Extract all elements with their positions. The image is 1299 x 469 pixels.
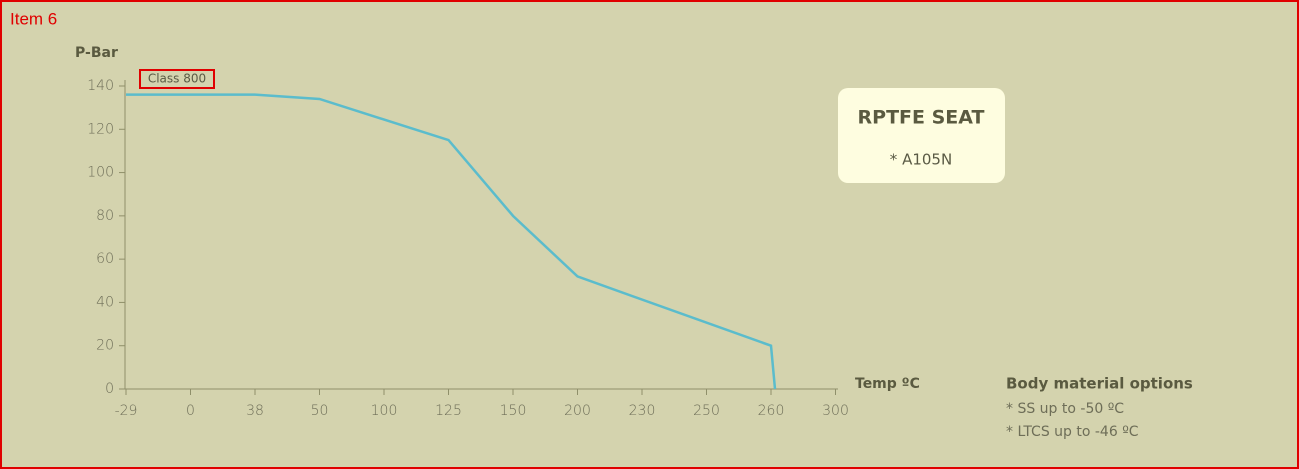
y-tick-label: 140 — [87, 78, 114, 94]
x-tick-label: 125 — [435, 403, 462, 419]
x-tick-label: 150 — [500, 403, 527, 419]
x-tick-label: 300 — [822, 403, 849, 419]
annotation: Class 800 — [148, 72, 206, 86]
x-tick-label: 38 — [246, 403, 264, 419]
x-tick-label: 230 — [629, 403, 656, 419]
box-title: RPTFE SEAT — [858, 107, 985, 129]
item-label: Item 6 — [10, 9, 57, 28]
notes-title: Body material options — [1006, 375, 1193, 393]
x-tick-label: -29 — [115, 403, 138, 419]
y-tick-label: 120 — [87, 121, 114, 137]
annotation-box — [139, 69, 215, 89]
x-tick-label: 50 — [311, 403, 329, 419]
note: * SS up to -50 ºC — [1006, 401, 1124, 417]
x-tick-label: 0 — [186, 403, 195, 419]
line — [126, 93, 777, 390]
y-tick-label: 0 — [105, 381, 114, 397]
y-tick-label: 100 — [87, 165, 114, 181]
x-tick-label: 200 — [564, 403, 591, 419]
y-tick-label: 80 — [96, 208, 114, 224]
x-tick-label: 250 — [693, 403, 720, 419]
y-tick-label: 20 — [96, 338, 114, 354]
info-box — [838, 88, 1005, 183]
note: * LTCS up to -46 ºC — [1006, 424, 1139, 440]
y-tick-label: 60 — [96, 251, 114, 267]
y-axis-label: P-Bar — [75, 45, 118, 61]
x-axis-label: Temp ºC — [855, 376, 920, 392]
box-text: * A105N — [890, 151, 952, 169]
x-tick-label: 260 — [758, 403, 785, 419]
y-tick-label: 40 — [96, 294, 114, 310]
x-tick-label: 100 — [371, 403, 398, 419]
